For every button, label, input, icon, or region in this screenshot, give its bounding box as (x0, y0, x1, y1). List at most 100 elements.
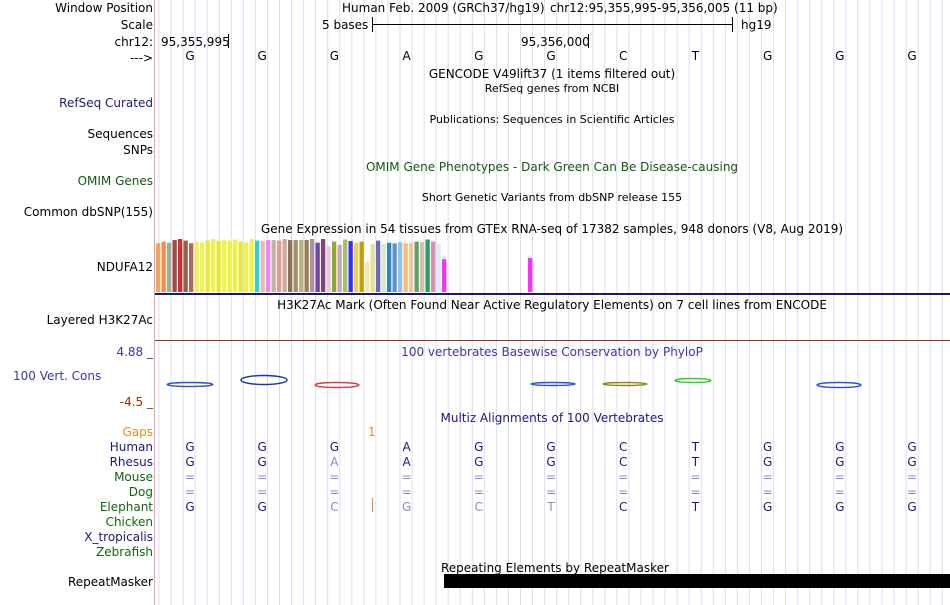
omim-label[interactable]: OMIM Genes (77, 174, 153, 188)
aligned-base: G (257, 455, 267, 469)
aligned-base: = (906, 470, 918, 484)
snps-label[interactable]: SNPs (123, 143, 153, 157)
gap-count-mark: 1 (368, 425, 376, 439)
species-label-chicken[interactable]: Chicken (105, 515, 153, 529)
aligned-base: G (762, 440, 773, 454)
aligned-base: G (907, 500, 917, 514)
conservation-glyph (530, 381, 576, 387)
aligned-base: G (185, 440, 195, 454)
refseq-label[interactable]: RefSeq Curated (59, 96, 153, 110)
position-range[interactable]: chr12:95,355,995-95,356,005 (11 bp) (550, 1, 778, 15)
gtex-tissue-bar (227, 240, 232, 292)
gtex-tissue-bar (172, 240, 177, 292)
aligned-base: A (330, 455, 339, 469)
gtex-tissue-bar (299, 240, 304, 292)
gtex-tissue-bar (420, 242, 425, 292)
sequences-label[interactable]: Sequences (87, 127, 153, 141)
gtex-tissue-bar (392, 243, 397, 292)
base-letter: A (402, 49, 411, 63)
gtex-tissue-bar (282, 239, 287, 292)
gtex-tissue-bar (348, 241, 353, 292)
gtex-tissue-bar (398, 242, 403, 292)
aligned-base: = (329, 470, 340, 484)
coord-mid-tick (588, 34, 589, 48)
gtex-tissue-bar (255, 240, 260, 292)
h3k27ac-label[interactable]: Layered H3K27Ac (46, 313, 153, 327)
conservation-glyph (674, 377, 712, 384)
multiz-track-title[interactable]: Multiz Alignments of 100 Vertebrates (440, 411, 664, 425)
gtex-tissue-bar (337, 244, 342, 292)
aligned-base: C (618, 440, 628, 454)
aligned-base: G (185, 500, 195, 514)
coord-mid: 95,356,000 (521, 35, 590, 49)
dbsnp-track-title[interactable]: Short Genetic Variants from dbSNP releas… (421, 191, 683, 204)
repeatmasker-label[interactable]: RepeatMasker (67, 575, 153, 589)
gtex-tissue-bar (238, 241, 243, 292)
label-divider (154, 0, 155, 605)
aligned-base: G (474, 455, 484, 469)
dbsnp-label[interactable]: Common dbSNP(155) (23, 205, 153, 219)
gaps-label[interactable]: Gaps (122, 425, 153, 439)
aligned-base: G (185, 455, 195, 469)
aligned-base: = (473, 485, 484, 499)
gtex-tissue-bar (178, 239, 183, 292)
gtex-tissue-bar (326, 246, 331, 292)
gtex-tissue-bar (387, 242, 392, 292)
repeat-element-bar[interactable] (444, 574, 950, 588)
publications-track-title[interactable]: Publications: Sequences in Scientific Ar… (429, 113, 675, 126)
aligned-base: = (834, 485, 845, 499)
gtex-tissue-bar (370, 243, 375, 292)
conservation-track-title[interactable]: 100 vertebrates Basewise Conservation by… (401, 345, 703, 359)
species-label-human[interactable]: Human (109, 440, 153, 454)
gtex-tissue-bar (249, 239, 254, 292)
gtex-tissue-bar (436, 243, 441, 292)
gtex-tissue-bar (414, 241, 419, 292)
scale-db: hg19 (741, 18, 772, 32)
species-label-mouse[interactable]: Mouse (114, 470, 153, 484)
aligned-base: T (547, 500, 555, 514)
gencode-track-title[interactable]: GENCODE V49lift37 (1 items filtered out) (428, 67, 676, 81)
species-label-x_tropicalis[interactable]: X_tropicalis (84, 530, 153, 544)
gtex-gene-label[interactable]: NDUFA12 (96, 260, 153, 274)
scale-bar-right-tick (732, 17, 733, 32)
gtex-tissue-bar (403, 243, 408, 292)
base-letter: G (907, 49, 917, 63)
gtex-track-divider (155, 293, 950, 295)
gtex-tissue-bar (376, 240, 381, 292)
base-letter: G (762, 49, 773, 63)
cons-min-value: -4.5 _ (119, 395, 153, 409)
species-label-zebrafish[interactable]: Zebrafish (96, 545, 153, 559)
species-label-rhesus[interactable]: Rhesus (109, 455, 153, 469)
species-label-dog[interactable]: Dog (128, 485, 153, 499)
aligned-base: = (401, 485, 412, 499)
gtex-tissue-bar (216, 241, 221, 292)
repeatmasker-track-title[interactable]: Repeating Elements by RepeatMasker (441, 561, 669, 575)
aligned-base: G (835, 500, 845, 514)
gtex-tissue-bar (233, 239, 238, 292)
cons-max-value: 4.88 _ (116, 345, 153, 359)
refseq-track-title[interactable]: RefSeq genes from NCBI (484, 82, 620, 95)
gtex-tissue-bar (156, 243, 161, 292)
gtex-tissue-bar (365, 261, 370, 292)
conservation-label[interactable]: 100 Vert. Cons (13, 369, 102, 383)
aligned-base: G (546, 455, 556, 469)
gtex-tissue-bar (343, 239, 348, 292)
species-label-elephant[interactable]: Elephant (99, 500, 153, 514)
aligned-base: = (762, 485, 773, 499)
aligned-base: = (257, 470, 268, 484)
coord-left-tick (228, 34, 229, 48)
gtex-tissue-bar (277, 240, 282, 292)
gtex-tissue-bar (183, 240, 188, 292)
aligned-base: = (618, 485, 629, 499)
assembly-title: Human Feb. 2009 (GRCh37/hg19) (342, 1, 545, 15)
gtex-tissue-bar (381, 243, 386, 292)
base-letter: G (546, 49, 556, 63)
h3k27ac-signal-line (155, 340, 950, 341)
h3k27ac-track-title[interactable]: H3K27Ac Mark (Often Found Near Active Re… (277, 298, 827, 312)
gtex-track-title[interactable]: Gene Expression in 54 tissues from GTEx … (260, 222, 844, 236)
gtex-bar-chart[interactable] (155, 236, 555, 293)
omim-track-title[interactable]: OMIM Gene Phenotypes - Dark Green Can Be… (365, 160, 739, 174)
strand-label: ---> (129, 51, 153, 65)
gtex-tissue-bar (271, 240, 276, 292)
base-letter: G (185, 49, 195, 63)
